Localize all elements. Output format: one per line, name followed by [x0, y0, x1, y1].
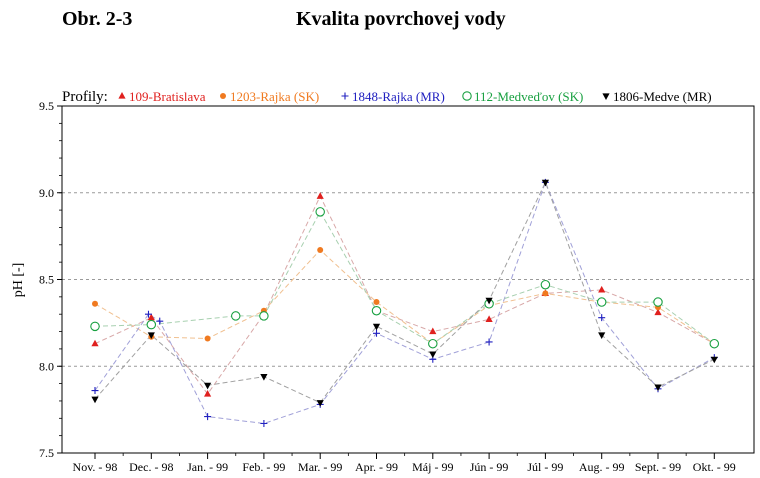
y-tick-label: 8.5	[39, 273, 54, 287]
legend: Profily: 109-Bratislava 1203-Rajka (SK) 184…	[62, 89, 712, 105]
x-axis: Nov. - 98 Dec. - 98 Jan. - 99 Feb. - 99 Mar.…	[73, 453, 736, 474]
data-point	[259, 311, 269, 321]
data-point	[204, 382, 212, 390]
data-point	[485, 315, 493, 323]
page-title: Kvalita povrchovej vody	[296, 8, 506, 30]
data-point	[204, 413, 212, 421]
data-point	[260, 374, 268, 381]
data-point	[653, 297, 663, 307]
x-tick-label: Aug. - 99	[579, 460, 625, 474]
series-line	[94, 210, 715, 345]
series-lines	[94, 180, 715, 425]
series-markers	[90, 178, 720, 428]
x-tick-label: Dec. - 98	[129, 460, 173, 474]
data-point	[146, 319, 157, 330]
x-tick-label: Jún - 99	[470, 460, 509, 474]
x-tick-label: Nov. - 98	[73, 460, 118, 474]
data-point	[91, 339, 99, 347]
data-point	[92, 300, 98, 307]
y-tick-label: 7.5	[39, 446, 54, 460]
y-tick-label: 9.0	[39, 186, 54, 200]
x-tick-label: Sept. - 99	[635, 460, 681, 474]
data-point	[315, 207, 325, 217]
x-tick-label: Máj - 99	[412, 460, 453, 474]
x-tick-label: Apr. - 99	[355, 460, 398, 474]
data-point	[372, 323, 381, 331]
legend-marker	[220, 93, 226, 99]
legend-marker	[118, 92, 126, 99]
x-tick-label: Feb. - 99	[242, 460, 285, 474]
data-point	[371, 305, 382, 316]
legend-entry: 109-Bratislava	[129, 89, 206, 104]
legend-entry: 112-Medveďov (SK)	[474, 89, 583, 104]
data-point	[316, 400, 324, 407]
data-point	[204, 335, 211, 342]
data-point	[654, 308, 662, 316]
data-point	[542, 290, 549, 297]
data-point	[91, 387, 99, 395]
data-point	[260, 420, 268, 428]
legend-marker	[462, 91, 472, 101]
data-point	[204, 390, 212, 397]
legend-entry: 1806-Medve (MR)	[613, 89, 712, 104]
legend-marker	[341, 92, 349, 100]
legend-marker	[602, 93, 610, 100]
data-point	[373, 299, 380, 306]
data-point	[598, 332, 606, 340]
series-line	[94, 181, 715, 404]
data-point	[231, 311, 241, 321]
data-point	[373, 329, 380, 337]
data-point	[147, 313, 155, 321]
x-tick-label: Mar. - 99	[298, 460, 342, 474]
series-line	[94, 249, 715, 345]
x-tick-label: Jan. - 99	[187, 460, 228, 474]
x-tick-label: Okt. - 99	[693, 460, 736, 474]
data-point	[144, 310, 152, 318]
x-tick-label: Júl - 99	[527, 460, 563, 474]
series-line	[94, 180, 715, 425]
legend-prefix: Profily:	[62, 89, 108, 105]
data-point	[156, 317, 164, 325]
data-point	[429, 351, 437, 359]
data-point	[598, 314, 606, 322]
grid-lines	[62, 192, 754, 367]
figure-label: Obr. 2-3	[62, 8, 133, 30]
data-point	[429, 327, 437, 335]
page-header: Obr. 2-3 Kvalita povrchovej vody	[0, 0, 760, 60]
data-point	[485, 297, 493, 305]
data-point	[428, 338, 438, 349]
y-tick-label: 9.5	[39, 99, 54, 113]
legend-entry: 1848-Rajka (MR)	[352, 89, 445, 104]
series-line	[94, 195, 715, 395]
data-point	[709, 338, 720, 349]
y-tick-label: 8.0	[39, 359, 54, 373]
legend-entry: 1203-Rajka (SK)	[230, 89, 319, 104]
y-axis-label: pH [-]	[11, 263, 26, 298]
y-axis: 7.5 8.0 8.5 9.0 9.5	[39, 99, 62, 460]
data-point	[147, 332, 155, 340]
data-point	[317, 247, 324, 254]
data-point	[596, 297, 607, 307]
data-point	[654, 384, 662, 392]
data-point	[316, 192, 324, 199]
data-point	[90, 321, 100, 332]
data-point	[541, 179, 549, 187]
data-point	[485, 338, 493, 346]
data-point	[540, 279, 551, 290]
data-point	[598, 285, 606, 293]
data-point	[710, 356, 718, 364]
data-point	[91, 396, 99, 404]
